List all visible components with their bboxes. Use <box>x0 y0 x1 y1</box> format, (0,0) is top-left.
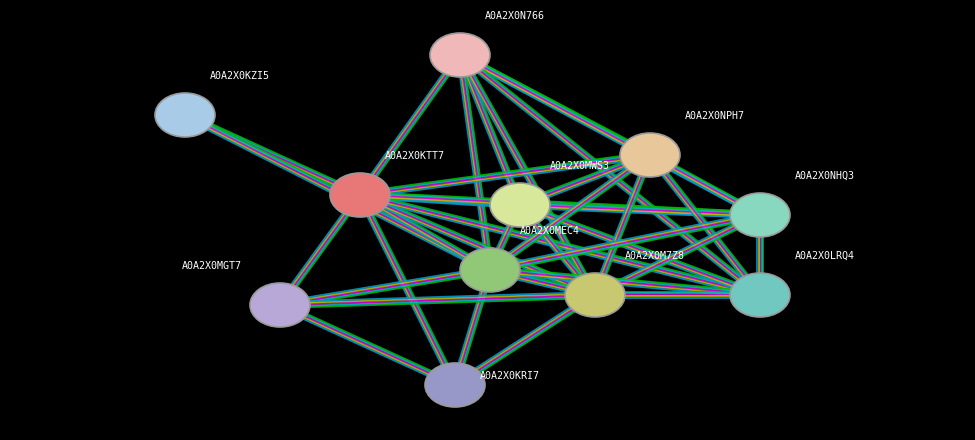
Text: A0A2X0M7Z8: A0A2X0M7Z8 <box>625 251 685 261</box>
Text: A0A2X0KZI5: A0A2X0KZI5 <box>210 71 270 81</box>
Text: A0A2X0MEC4: A0A2X0MEC4 <box>520 226 580 236</box>
Text: A0A2X0N766: A0A2X0N766 <box>485 11 545 21</box>
Ellipse shape <box>565 273 625 317</box>
Ellipse shape <box>620 133 680 177</box>
Ellipse shape <box>330 173 390 217</box>
Ellipse shape <box>730 193 790 237</box>
Ellipse shape <box>425 363 485 407</box>
Text: A0A2X0NHQ3: A0A2X0NHQ3 <box>795 171 855 181</box>
Ellipse shape <box>430 33 490 77</box>
Ellipse shape <box>730 273 790 317</box>
Text: A0A2X0KRI7: A0A2X0KRI7 <box>480 371 540 381</box>
Ellipse shape <box>155 93 215 137</box>
Text: A0A2X0NPH7: A0A2X0NPH7 <box>685 111 745 121</box>
Text: A0A2X0KTT7: A0A2X0KTT7 <box>385 151 445 161</box>
Ellipse shape <box>460 248 520 292</box>
Ellipse shape <box>250 283 310 327</box>
Text: A0A2X0MGT7: A0A2X0MGT7 <box>182 261 242 271</box>
Text: A0A2X0LRQ4: A0A2X0LRQ4 <box>795 251 855 261</box>
Ellipse shape <box>490 183 550 227</box>
Text: A0A2X0MWS3: A0A2X0MWS3 <box>550 161 610 171</box>
